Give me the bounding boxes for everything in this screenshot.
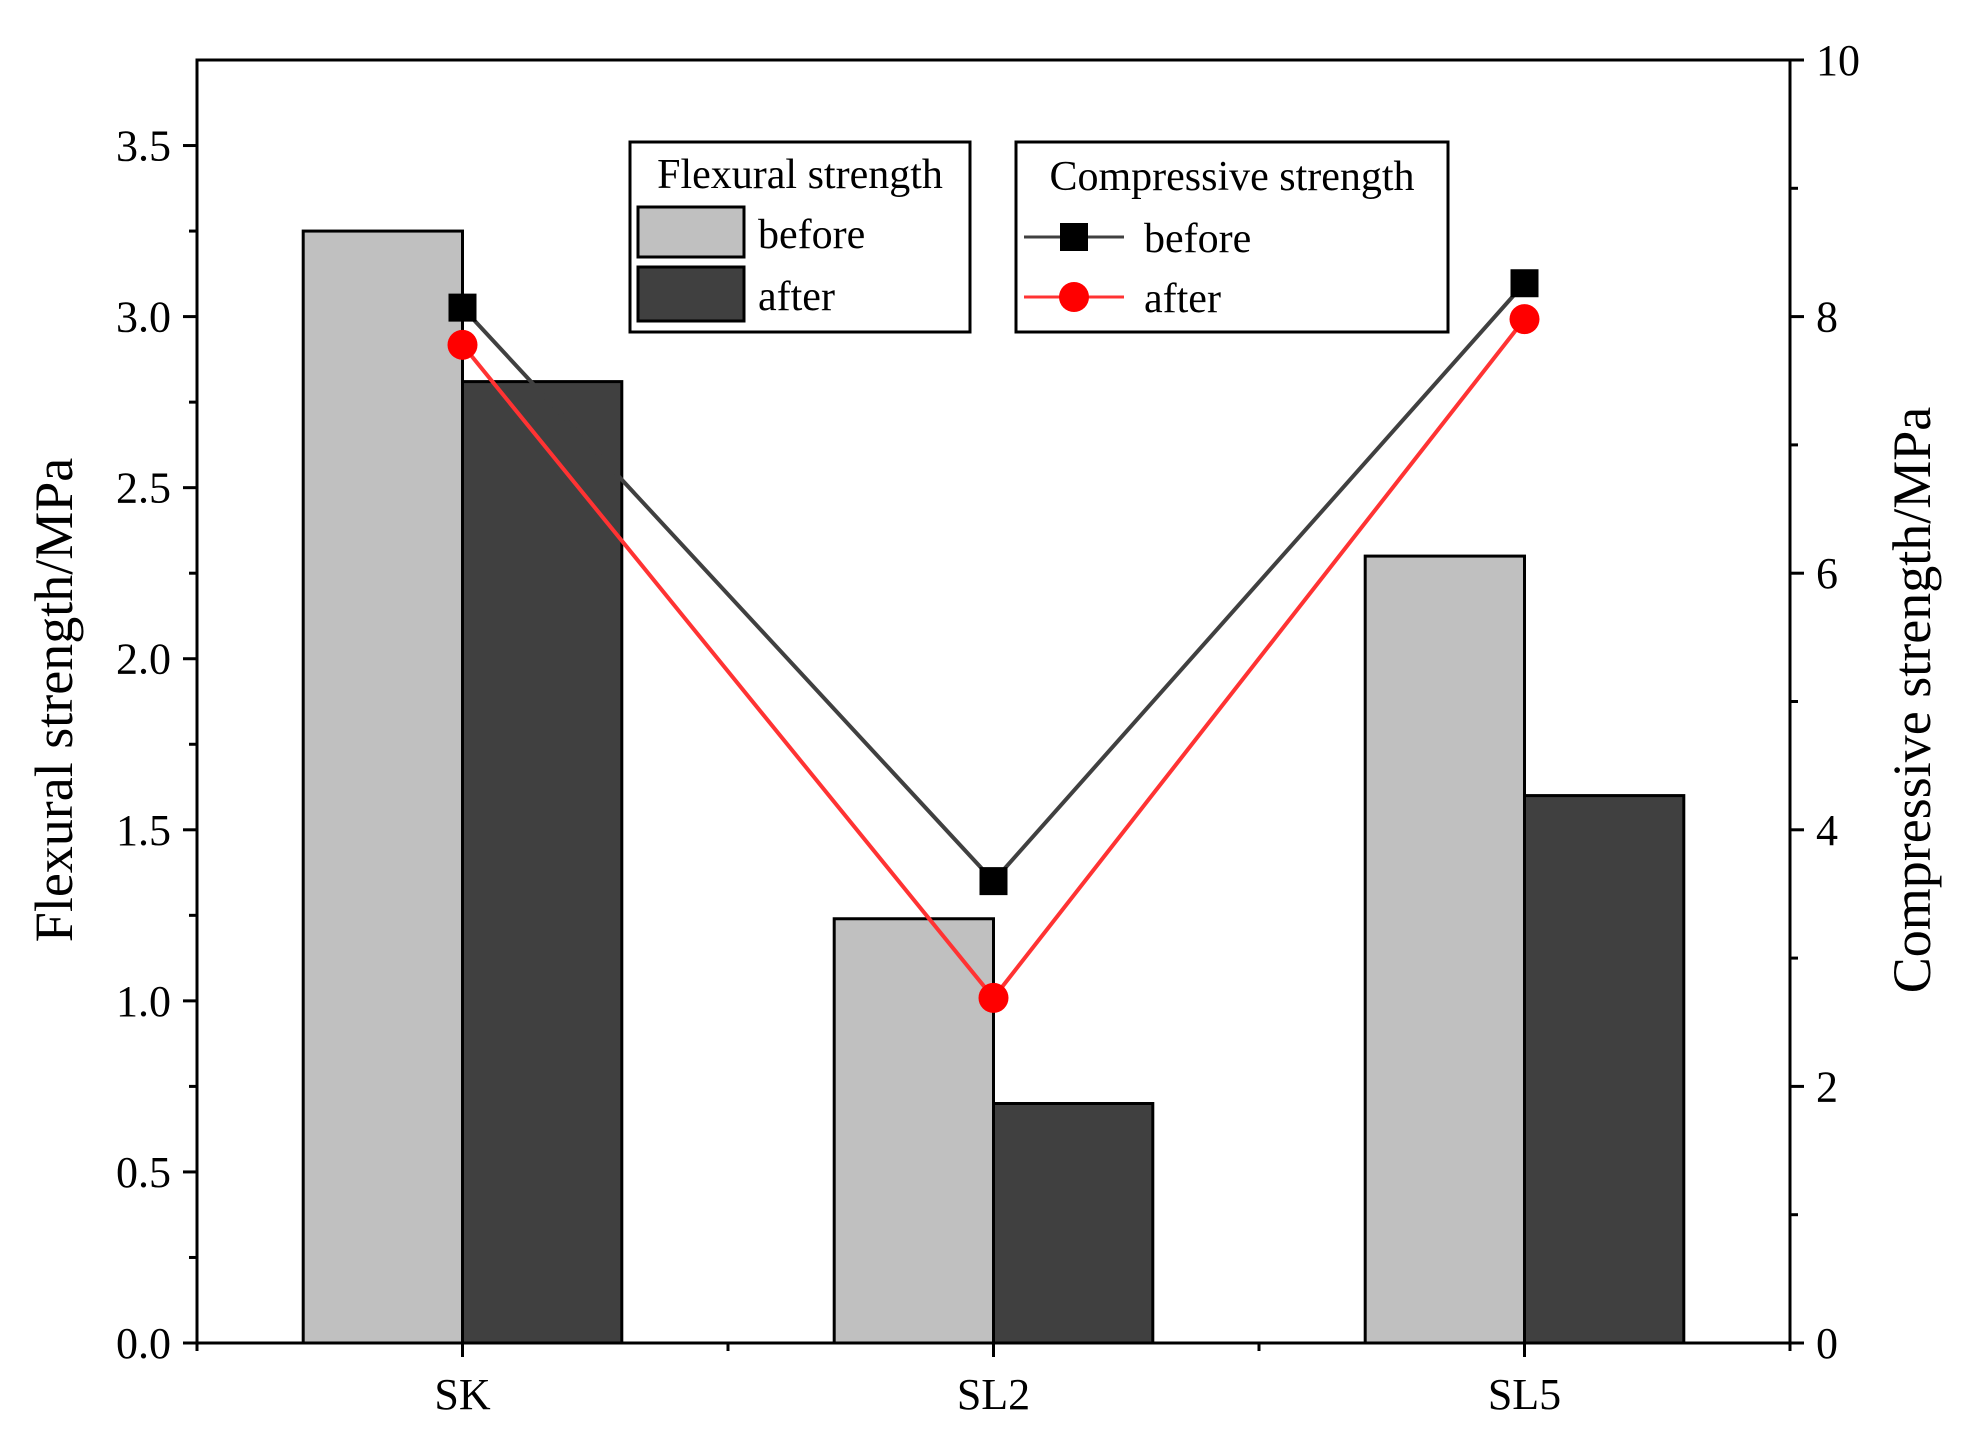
bar-after-SL2 xyxy=(992,1102,1155,1345)
left-tick-label: 2.0 xyxy=(116,635,171,684)
right-axis-title: Compressive strength/MPa xyxy=(1882,407,1942,993)
x-tick-label-SK: SK xyxy=(434,1370,490,1419)
left-tick-label: 3.0 xyxy=(116,293,171,342)
bar-before-SK xyxy=(301,229,465,1345)
left-tick-label: 1.0 xyxy=(116,977,171,1026)
point-after-SK xyxy=(447,329,478,360)
left-tick-label: 2.5 xyxy=(116,464,171,513)
legend-compressive-marker-before xyxy=(1060,223,1088,251)
bar-after-SK xyxy=(461,380,624,1345)
right-tick-label: 0 xyxy=(1816,1319,1838,1368)
legend-compressive-label-before: before xyxy=(1144,216,1251,262)
left-tick-label: 0.5 xyxy=(116,1148,171,1197)
legend-compressive-marker-after xyxy=(1059,282,1089,312)
legend-flexural-label-after: after xyxy=(758,274,835,320)
left-axis-title: Flexural strength/MPa xyxy=(24,458,84,942)
point-before-SL5 xyxy=(1510,269,1539,298)
legend-flexural-label-before: before xyxy=(758,212,865,258)
bar-before-SL2 xyxy=(832,917,996,1345)
legend-flexural: Flexural strength before after xyxy=(628,140,972,334)
legend-flexural-swatch-before xyxy=(636,205,746,259)
x-tick-label-SL5: SL5 xyxy=(1488,1370,1561,1419)
bar-before-SL5 xyxy=(1363,554,1526,1345)
right-tick-label: 8 xyxy=(1816,293,1838,342)
bars-layer xyxy=(301,229,1686,1345)
lines-layer xyxy=(447,269,1540,1013)
right-tick-label: 10 xyxy=(1816,36,1860,85)
axes-layer: 0.0 0.5 1.0 1.5 2.0 2.5 3.0 3.5 0 2 4 6 8 10 SK SL2 SL5 xyxy=(116,36,1860,1419)
left-tick-label: 0.0 xyxy=(116,1319,171,1368)
point-before-SL2 xyxy=(979,867,1008,896)
legend-compressive-label-after: after xyxy=(1144,276,1221,322)
point-before-SK xyxy=(448,293,477,322)
left-tick-label: 3.5 xyxy=(116,122,171,171)
left-tick-label: 1.5 xyxy=(116,806,171,855)
legend-flexural-title: Flexural strength xyxy=(657,152,943,198)
point-after-SL5 xyxy=(1509,304,1540,335)
legend-compressive: Compressive strength before after xyxy=(1014,140,1450,334)
right-tick-label: 4 xyxy=(1816,806,1838,855)
right-tick-label: 2 xyxy=(1816,1062,1838,1111)
legend-compressive-title: Compressive strength xyxy=(1049,154,1414,200)
point-after-SL2 xyxy=(978,982,1009,1013)
x-tick-label-SL2: SL2 xyxy=(957,1370,1030,1419)
legend-flexural-swatch-after xyxy=(636,265,746,323)
bar-after-SL5 xyxy=(1523,794,1686,1345)
right-tick-label: 6 xyxy=(1816,549,1838,598)
